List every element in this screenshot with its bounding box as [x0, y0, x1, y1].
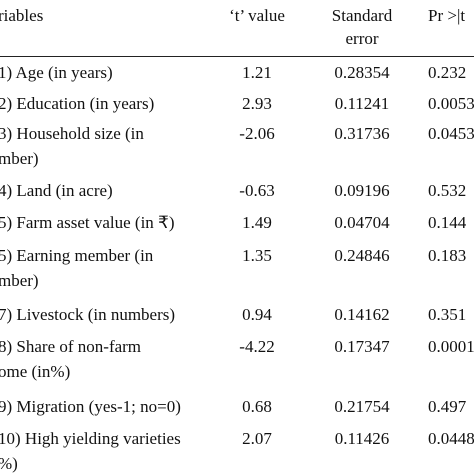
std-error-cell: 0.14162 — [334, 305, 390, 324]
variable-cell: 4) Land (in acre) — [0, 181, 113, 200]
variable-cell: 3) Household size (in — [0, 124, 144, 143]
variable-cell: %) — [0, 454, 18, 473]
p-value-cell: 0.497 — [428, 397, 467, 416]
std-error-cell: 0.04704 — [334, 213, 390, 232]
variable-cell: mber) — [0, 271, 39, 290]
variable-cell: 9) Migration (yes-1; no=0) — [0, 397, 181, 416]
std-error-cell: 0.17347 — [334, 337, 390, 356]
variable-cell: 2) Education (in years) — [0, 94, 155, 113]
t-value-cell: 0.68 — [242, 397, 272, 416]
p-value-cell: 0.183 — [428, 246, 467, 265]
header-cell: ‘t’ value — [229, 6, 285, 25]
std-error-cell: 0.21754 — [334, 397, 390, 416]
p-value-cell: 0.532 — [428, 181, 467, 200]
variable-cell: 5) Earning member (in — [0, 246, 154, 265]
t-value-cell: 0.94 — [242, 305, 272, 324]
p-value-cell: 0.0453 — [428, 124, 474, 143]
variable-cell: 10) High yielding varieties — [0, 429, 181, 448]
std-error-cell: 0.11241 — [334, 94, 390, 113]
p-value-cell: 0.0053* — [428, 94, 474, 113]
p-value-cell: 0.0001* — [428, 337, 474, 356]
header-cell: error — [345, 29, 379, 48]
p-value-cell: 0.0448 — [428, 429, 474, 448]
variable-cell: 8) Share of non-farm — [0, 337, 142, 356]
header-cell: Standard — [331, 6, 393, 25]
variable-cell: 5) Farm asset value (in ₹) — [0, 213, 175, 232]
header-rule — [0, 56, 474, 57]
p-value-cell: 0.144 — [428, 213, 467, 232]
header-cell: riables — [0, 6, 44, 25]
p-value-cell: 0.232 — [428, 63, 467, 82]
t-value-cell: 2.07 — [242, 429, 272, 448]
t-value-cell: 1.49 — [242, 213, 272, 232]
variable-cell: ome (in%) — [0, 362, 71, 381]
t-value-cell: -0.63 — [239, 181, 275, 200]
p-value-cell: 0.351 — [428, 305, 467, 324]
std-error-cell: 0.28354 — [334, 63, 390, 82]
std-error-cell: 0.31736 — [334, 124, 390, 143]
std-error-cell: 0.11426 — [334, 429, 390, 448]
std-error-cell: 0.09196 — [334, 181, 390, 200]
variable-cell: mber) — [0, 149, 39, 168]
header-cell: Pr >|t — [428, 6, 466, 25]
t-value-cell: 1.35 — [242, 246, 272, 265]
variable-cell: 1) Age (in years) — [0, 63, 113, 82]
t-value-cell: -4.22 — [239, 337, 275, 356]
variable-cell: 7) Livestock (in numbers) — [0, 305, 176, 324]
t-value-cell: 2.93 — [242, 94, 272, 113]
t-value-cell: 1.21 — [242, 63, 272, 82]
std-error-cell: 0.24846 — [334, 246, 390, 265]
t-value-cell: -2.06 — [239, 124, 275, 143]
